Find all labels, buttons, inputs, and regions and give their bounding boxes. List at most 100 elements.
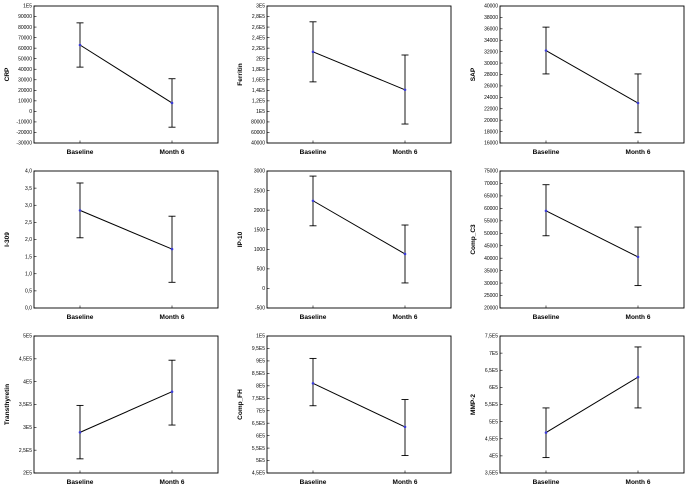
y-tick-label: 0 <box>29 109 32 115</box>
y-tick-label: 7E5 <box>256 408 265 414</box>
y-tick-label: 1,2E5 <box>252 99 265 105</box>
y-tick-label: 28000 <box>484 72 498 78</box>
y-tick-label: 40000 <box>251 141 265 147</box>
y-tick-label: 4E5 <box>23 379 32 385</box>
chart-svg: 40000 38000 36000 34000 32000 30000 28000 26000… <box>470 4 685 156</box>
y-tick-label: 4,5E5 <box>252 471 265 477</box>
y-tick-label: 1,4E5 <box>252 88 265 94</box>
plot-frame <box>33 170 219 309</box>
chart-svg: 1E5 9,5E5 9E5 8,5E5 8E5 7,5E5 7E5 6,5E5 6E5 5,5E5… <box>237 334 452 486</box>
y-tick-label: 7,5E5 <box>485 334 498 340</box>
mean-connecting-line <box>545 210 639 258</box>
y-tick-label: 2,6E5 <box>252 25 265 31</box>
chart-svg: 3000 2500 2000 1500 1000 500 0 -500 IP-10 Baselin… <box>237 169 452 321</box>
y-tick-label: 90000 <box>18 14 32 20</box>
y-tick-label: 3,0 <box>25 203 32 209</box>
chart-panel: 3000 2500 2000 1500 1000 500 0 -500 IP-10 Baselin… <box>233 165 466 329</box>
chart-svg: 75000 70000 65000 60000 55000 50000 45000 40000… <box>470 169 685 321</box>
y-tick-label: 70000 <box>484 181 498 187</box>
mean-point <box>170 390 174 394</box>
y-tick-label: 30000 <box>484 61 498 67</box>
x-category-label: Month 6 <box>160 149 185 156</box>
mean-point <box>78 43 82 47</box>
x-category-label: Baseline <box>533 149 560 156</box>
x-category-label: Baseline <box>300 149 327 156</box>
mean-connecting-line <box>312 382 406 428</box>
y-tick-label: 65000 <box>484 194 498 200</box>
x-category-label: Month 6 <box>393 314 418 321</box>
y-tick-label: 1,6E5 <box>252 77 265 83</box>
y-tick-label: 24000 <box>484 95 498 101</box>
chart-panel: 1E5 90000 80000 70000 60000 50000 40000 30000 20… <box>0 0 233 164</box>
mean-point <box>78 209 82 212</box>
chart-svg: 1E5 90000 80000 70000 60000 50000 40000 30000 20… <box>4 4 219 156</box>
y-tick-label: 35000 <box>484 268 498 274</box>
y-tick-label: 0,0 <box>25 306 32 312</box>
y-tick-label: 10000 <box>18 99 32 105</box>
y-tick-label: 80000 <box>251 120 265 126</box>
y-tick-label: 9E5 <box>256 359 265 365</box>
chart-svg: 7,5E5 7E5 6,5E5 6E5 5,5E5 5E5 4,5E5 4E5 3,5E5 MMP… <box>470 334 685 486</box>
y-tick-label: 0,5 <box>25 289 32 295</box>
mean-point <box>403 425 407 429</box>
chart-panel: 7,5E5 7E5 6,5E5 6E5 5,5E5 5E5 4,5E5 4E5 3,5E5 MMP… <box>466 330 699 494</box>
y-tick-label: 80000 <box>18 25 32 31</box>
chart-panel: 4,0 3,5 3,0 2,5 2,0 1,5 1,0 0,5 0,0 I-309 Baseline… <box>0 165 233 329</box>
y-tick-label: 5,5E5 <box>485 402 498 408</box>
y-tick-label: 75000 <box>484 169 498 175</box>
mean-connecting-line <box>79 209 173 250</box>
y-tick-label: 18000 <box>484 129 498 135</box>
y-tick-label: 3,5E5 <box>485 471 498 477</box>
y-tick-label: 4,5E5 <box>485 436 498 442</box>
x-category-label: Baseline <box>533 479 560 486</box>
chart-panel: 5E5 4,5E5 4E5 3,5E5 3E5 2,5E5 2E5 Transthyretin… <box>0 330 233 494</box>
y-tick-label: 6E5 <box>489 385 498 391</box>
chart-svg: 4,0 3,5 3,0 2,5 2,0 1,5 1,0 0,5 0,0 I-309 Baseline… <box>4 169 219 321</box>
y-tick-label: 1E5 <box>256 109 265 115</box>
y-tick-label: 1500 <box>254 227 265 233</box>
y-tick-label: 1E5 <box>23 4 32 10</box>
x-category-label: Baseline <box>300 314 327 321</box>
x-category-label: Baseline <box>300 479 327 486</box>
mean-point <box>311 382 315 385</box>
y-tick-label: 30000 <box>484 281 498 287</box>
x-category-label: Baseline <box>533 314 560 321</box>
y-tick-label: -20000 <box>16 130 32 136</box>
chart-panel: 3E5 2,8E5 2,6E5 2,4E5 2,2E5 2E5 1,8E5 1,6E5 1,4E… <box>233 0 466 164</box>
chart-svg: 3E5 2,8E5 2,6E5 2,4E5 2,2E5 2E5 1,8E5 1,6E5 1,4E… <box>237 4 452 156</box>
mean-point <box>636 255 640 259</box>
y-tick-label: 40000 <box>484 4 498 10</box>
x-category-label: Baseline <box>67 479 94 486</box>
y-tick-label: 25000 <box>484 293 498 299</box>
mean-point <box>544 209 548 213</box>
y-tick-label: 70000 <box>18 35 32 41</box>
y-tick-label: 5,5E5 <box>252 446 265 452</box>
mean-point <box>311 199 315 203</box>
y-tick-label: 2E5 <box>256 56 265 62</box>
y-tick-label: 3E5 <box>256 4 265 10</box>
y-tick-label: 60000 <box>484 206 498 212</box>
mean-point <box>636 375 640 379</box>
y-tick-label: 22000 <box>484 106 498 112</box>
mean-point <box>544 431 548 434</box>
y-tick-label: 6E5 <box>256 433 265 439</box>
x-category-label: Month 6 <box>160 479 185 486</box>
y-tick-label: 500 <box>257 267 266 273</box>
x-category-label: Month 6 <box>626 479 651 486</box>
y-tick-label: 60000 <box>251 130 265 136</box>
y-tick-label: 4,0 <box>25 169 32 175</box>
y-tick-label: 3000 <box>254 169 265 175</box>
y-axis-label: Transthyretin <box>4 384 11 425</box>
y-tick-label: 6,5E5 <box>485 368 498 374</box>
y-tick-label: 55000 <box>484 219 498 225</box>
y-tick-label: 40000 <box>18 67 32 73</box>
y-tick-label: 1E5 <box>256 334 265 340</box>
y-tick-label: 2500 <box>254 188 265 194</box>
y-tick-label: 1,5 <box>25 254 32 260</box>
y-tick-label: 5E5 <box>256 458 265 464</box>
y-tick-label: -500 <box>255 306 265 312</box>
y-tick-label: 2,4E5 <box>252 35 265 41</box>
mean-point <box>78 431 82 434</box>
y-tick-label: 1000 <box>254 247 265 253</box>
